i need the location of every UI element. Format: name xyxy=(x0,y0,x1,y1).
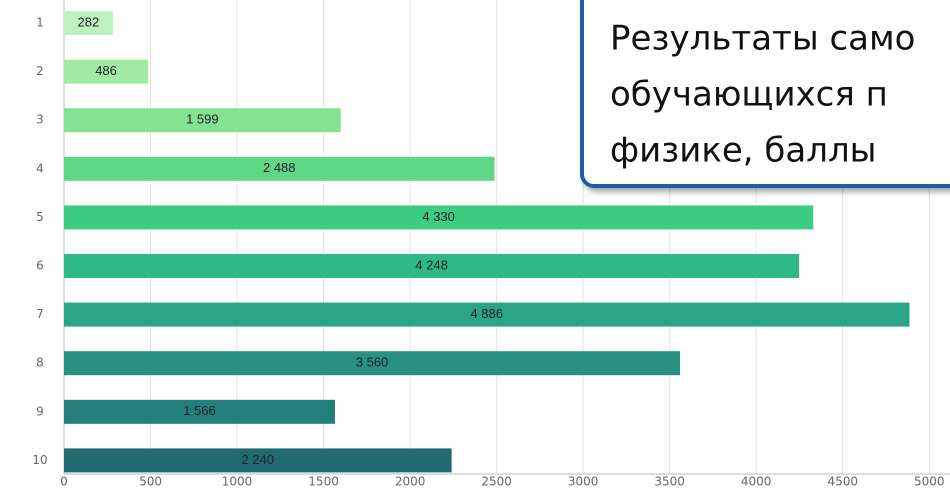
bar xyxy=(64,351,681,376)
x-tick-label: 1500 xyxy=(308,475,339,489)
bar xyxy=(64,448,452,473)
bar xyxy=(64,156,495,181)
bar xyxy=(64,254,800,278)
y-tick-label: 2 xyxy=(36,64,44,78)
y-tick-label: 10 xyxy=(32,453,47,467)
x-tick-label: 3000 xyxy=(568,475,599,489)
bar xyxy=(64,399,335,424)
x-tick-label: 4500 xyxy=(827,475,858,489)
value-label: 3 560 xyxy=(356,355,389,370)
value-label: 4 330 xyxy=(422,209,455,224)
x-tick-label: 5000 xyxy=(914,475,945,489)
value-label: 486 xyxy=(95,63,117,78)
value-label: 4 248 xyxy=(415,257,448,272)
bar xyxy=(64,108,341,133)
bar xyxy=(64,59,149,84)
x-tick-label: 1000 xyxy=(222,475,253,489)
x-tick-label: 2000 xyxy=(395,475,426,489)
callout-box xyxy=(580,0,950,188)
y-tick-label: 8 xyxy=(36,356,44,370)
y-tick-label: 1 xyxy=(36,16,44,30)
value-label: 1 599 xyxy=(186,112,219,127)
x-tick-label: 2500 xyxy=(481,475,512,489)
value-label: 2 240 xyxy=(242,452,275,467)
callout-text: обучающихся п xyxy=(610,75,888,115)
x-tick-label: 0 xyxy=(60,475,68,489)
bar xyxy=(64,11,113,35)
y-tick-label: 5 xyxy=(36,210,44,224)
x-tick-label: 3500 xyxy=(654,475,685,489)
value-label: 1 566 xyxy=(183,403,216,418)
y-tick-label: 7 xyxy=(36,307,44,321)
y-tick-label: 4 xyxy=(36,161,44,175)
value-label: 282 xyxy=(78,14,100,29)
x-tick-label: 500 xyxy=(139,475,162,489)
value-label: 2 488 xyxy=(263,160,296,175)
callout-text: физике, баллы xyxy=(610,131,877,171)
x-tick-label: 4000 xyxy=(741,475,772,489)
value-label: 4 886 xyxy=(470,306,503,321)
bar xyxy=(64,302,910,327)
bar xyxy=(64,205,814,230)
callout-text: Результаты само xyxy=(610,19,915,59)
y-tick-label: 9 xyxy=(36,404,44,418)
y-tick-label: 3 xyxy=(36,113,44,127)
y-tick-label: 6 xyxy=(36,259,44,273)
